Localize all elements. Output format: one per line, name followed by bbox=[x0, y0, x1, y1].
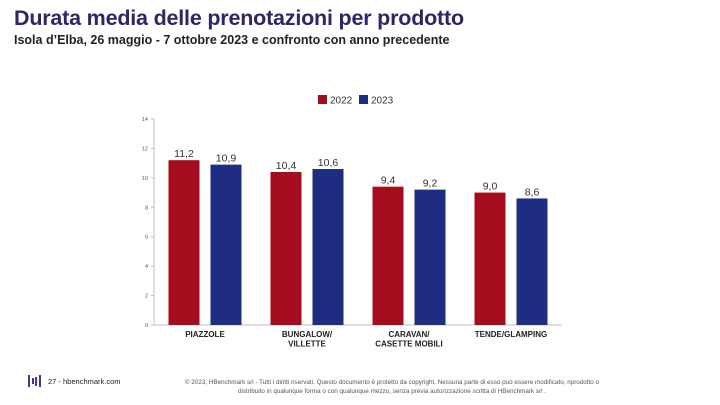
y-tick-label: 4 bbox=[145, 264, 148, 270]
footer-brand: 27 - hbenchmark.com bbox=[28, 375, 121, 387]
bar-2023 bbox=[312, 169, 344, 325]
bar-2022 bbox=[474, 192, 506, 325]
bar-2022 bbox=[372, 186, 404, 325]
y-tick-label: 8 bbox=[145, 205, 148, 211]
page-title: Durata media delle prenotazioni per prod… bbox=[14, 6, 464, 30]
category-label: BUNGALOW/ bbox=[282, 330, 333, 339]
category-label: VILLETTE bbox=[288, 340, 326, 349]
hbenchmark-logo-icon bbox=[28, 375, 42, 387]
data-label: 10,4 bbox=[276, 160, 297, 172]
bar-2022 bbox=[168, 160, 200, 325]
data-label: 8,6 bbox=[525, 186, 540, 198]
y-tick-label: 14 bbox=[142, 117, 148, 123]
data-label: 10,9 bbox=[216, 153, 237, 165]
bar-2022 bbox=[270, 171, 302, 325]
category-label: TENDE/GLAMPING bbox=[475, 330, 547, 339]
bar-chart: 0 2 4 6 8 10 12 14 11,2 10,9 PIAZZOLE 10,4 10,6 BUNGA… bbox=[142, 95, 562, 349]
page-reference: 27 - hbenchmark.com bbox=[48, 376, 121, 386]
bar-2023 bbox=[414, 189, 446, 325]
y-tick-label: 10 bbox=[142, 176, 148, 182]
bar-2023 bbox=[516, 198, 548, 325]
y-tick-label: 0 bbox=[145, 323, 148, 329]
legend-label: 2023 bbox=[371, 96, 394, 107]
data-label: 9,0 bbox=[483, 181, 498, 193]
legend-label: 2022 bbox=[330, 96, 353, 107]
category-label: PIAZZOLE bbox=[185, 330, 225, 339]
bar-2023 bbox=[210, 164, 242, 325]
copyright-notice: © 2023, HBenchmark srl - Tutti i diritti… bbox=[132, 378, 652, 396]
data-label: 11,2 bbox=[174, 148, 194, 160]
legend-swatch-2022 bbox=[318, 95, 327, 104]
data-label: 9,4 bbox=[381, 175, 396, 187]
y-tick-label: 12 bbox=[142, 146, 148, 152]
data-label: 9,2 bbox=[423, 178, 438, 190]
category-label: CASETTE MOBILI bbox=[375, 340, 443, 349]
copyright-line-1: © 2023, HBenchmark srl - Tutti i diritti… bbox=[184, 379, 600, 386]
copyright-line-2: distribuito in qualunque forma o con qua… bbox=[237, 388, 546, 395]
legend-swatch-2023 bbox=[359, 95, 368, 104]
y-tick-label: 2 bbox=[145, 294, 148, 300]
y-tick-label: 6 bbox=[145, 235, 148, 241]
data-label: 10,6 bbox=[318, 157, 339, 169]
category-label: CARAVAN/ bbox=[388, 330, 430, 339]
page-subtitle: Isola d’Elba, 26 maggio - 7 ottobre 2023… bbox=[14, 33, 450, 47]
